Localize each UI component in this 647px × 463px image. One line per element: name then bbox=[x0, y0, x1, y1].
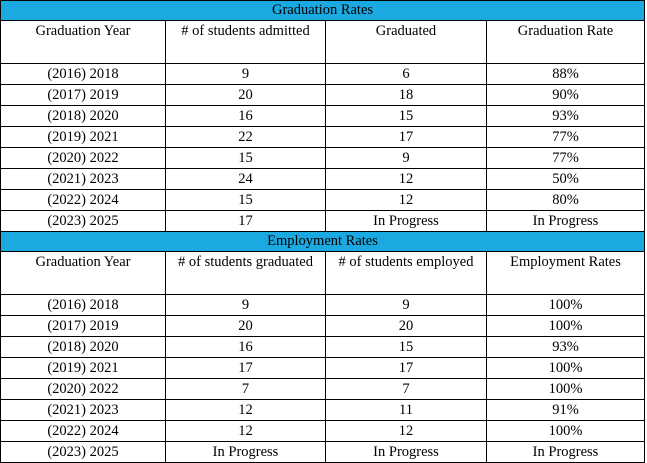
table-cell: In Progress bbox=[485, 210, 646, 232]
table-cell: 12 bbox=[325, 189, 487, 211]
table-cell: 15 bbox=[325, 105, 487, 127]
table-cell: 100% bbox=[485, 378, 646, 400]
table-cell: 24 bbox=[165, 168, 326, 190]
table-cell: (2018) 2020 bbox=[0, 336, 166, 358]
table-cell: (2019) 2021 bbox=[0, 126, 166, 148]
table-cell: In Progress bbox=[165, 441, 326, 463]
table-cell: 18 bbox=[325, 84, 487, 106]
graduation-rows: (2016) 2018 9 6 88% (2017) 2019 20 18 90% (2018)… bbox=[0, 63, 646, 232]
employment-title: Employment Rates bbox=[0, 231, 646, 252]
column-header: # of students graduated bbox=[165, 251, 326, 295]
table-cell: 15 bbox=[165, 189, 326, 211]
table-cell: 9 bbox=[165, 294, 326, 316]
table-cell: 16 bbox=[165, 336, 326, 358]
table-row: (2022) 2024 12 12 100% bbox=[0, 420, 646, 442]
employment-section: Employment Rates Graduation Year # of st… bbox=[0, 231, 646, 295]
table-row: (2021) 2023 24 12 50% bbox=[0, 168, 646, 190]
table-cell: (2016) 2018 bbox=[0, 63, 166, 85]
graduation-title: Graduation Rates bbox=[0, 0, 646, 21]
table-cell: 9 bbox=[165, 63, 326, 85]
table-row: (2019) 2021 17 17 100% bbox=[0, 357, 646, 379]
column-header: # of students admitted bbox=[165, 20, 326, 64]
employment-header-row: Graduation Year # of students graduated … bbox=[0, 251, 646, 295]
table-cell: (2020) 2022 bbox=[0, 378, 166, 400]
table-cell: 22 bbox=[165, 126, 326, 148]
table-row: (2017) 2019 20 18 90% bbox=[0, 84, 646, 106]
table-cell: (2021) 2023 bbox=[0, 399, 166, 421]
table-cell: In Progress bbox=[325, 210, 487, 232]
table-cell: (2020) 2022 bbox=[0, 147, 166, 169]
table-cell: (2023) 2025 bbox=[0, 441, 166, 463]
table-cell: (2016) 2018 bbox=[0, 294, 166, 316]
table-cell: 90% bbox=[485, 84, 646, 106]
table-row: (2022) 2024 15 12 80% bbox=[0, 189, 646, 211]
table-cell: (2021) 2023 bbox=[0, 168, 166, 190]
column-header: Employment Rates bbox=[485, 251, 646, 295]
table-cell: 9 bbox=[325, 294, 487, 316]
table-cell: 7 bbox=[325, 378, 487, 400]
column-header: Graduation Year bbox=[0, 251, 166, 295]
table-cell: In Progress bbox=[485, 441, 646, 463]
table-row: (2023) 2025 In Progress In Progress In Prog… bbox=[0, 441, 646, 463]
column-header: Graduation Year bbox=[0, 20, 166, 64]
table-cell: (2017) 2019 bbox=[0, 84, 166, 106]
table-cell: 12 bbox=[325, 168, 487, 190]
table-cell: 6 bbox=[325, 63, 487, 85]
table-cell: (2023) 2025 bbox=[0, 210, 166, 232]
column-header: Graduation Rate bbox=[485, 20, 646, 64]
table-cell: 12 bbox=[325, 420, 487, 442]
table-cell: 11 bbox=[325, 399, 487, 421]
table-cell: 77% bbox=[485, 126, 646, 148]
table-row: (2017) 2019 20 20 100% bbox=[0, 315, 646, 337]
table-row: (2018) 2020 16 15 93% bbox=[0, 336, 646, 358]
graduation-section: Graduation Rates Graduation Year # of st… bbox=[0, 0, 646, 64]
table-cell: 12 bbox=[165, 399, 326, 421]
table-cell: 20 bbox=[165, 315, 326, 337]
table-cell: 100% bbox=[485, 294, 646, 316]
column-header: Graduated bbox=[325, 20, 487, 64]
table-row: (2019) 2021 22 17 77% bbox=[0, 126, 646, 148]
table-cell: In Progress bbox=[325, 441, 487, 463]
table-row: (2016) 2018 9 6 88% bbox=[0, 63, 646, 85]
table-cell: (2022) 2024 bbox=[0, 420, 166, 442]
table-cell: 88% bbox=[485, 63, 646, 85]
table-cell: (2019) 2021 bbox=[0, 357, 166, 379]
table-row: (2018) 2020 16 15 93% bbox=[0, 105, 646, 127]
table-row: (2021) 2023 12 11 91% bbox=[0, 399, 646, 421]
table-cell: 15 bbox=[165, 147, 326, 169]
table-cell: (2022) 2024 bbox=[0, 189, 166, 211]
table-cell: 15 bbox=[325, 336, 487, 358]
table-cell: 17 bbox=[165, 357, 326, 379]
table-cell: 91% bbox=[485, 399, 646, 421]
table-row: (2023) 2025 17 In Progress In Progress bbox=[0, 210, 646, 232]
table-cell: 17 bbox=[325, 126, 487, 148]
table-cell: 93% bbox=[485, 336, 646, 358]
graduation-header-row: Graduation Year # of students admitted G… bbox=[0, 20, 646, 64]
table-row: (2020) 2022 7 7 100% bbox=[0, 378, 646, 400]
table-cell: 17 bbox=[165, 210, 326, 232]
table-cell: (2018) 2020 bbox=[0, 105, 166, 127]
table-cell: 17 bbox=[325, 357, 487, 379]
table-cell: 93% bbox=[485, 105, 646, 127]
table-cell: 20 bbox=[165, 84, 326, 106]
table-cell: 100% bbox=[485, 420, 646, 442]
table-cell: 77% bbox=[485, 147, 646, 169]
table-cell: 16 bbox=[165, 105, 326, 127]
employment-rows: (2016) 2018 9 9 100% (2017) 2019 20 20 100% (201… bbox=[0, 294, 646, 463]
table-cell: 7 bbox=[165, 378, 326, 400]
table-cell: 80% bbox=[485, 189, 646, 211]
table-cell: 100% bbox=[485, 315, 646, 337]
column-header: # of students employed bbox=[325, 251, 487, 295]
table-cell: 12 bbox=[165, 420, 326, 442]
table-cell: 9 bbox=[325, 147, 487, 169]
table-cell: 50% bbox=[485, 168, 646, 190]
table-row: (2016) 2018 9 9 100% bbox=[0, 294, 646, 316]
table-row: (2020) 2022 15 9 77% bbox=[0, 147, 646, 169]
table-cell: (2017) 2019 bbox=[0, 315, 166, 337]
table-cell: 20 bbox=[325, 315, 487, 337]
table-cell: 100% bbox=[485, 357, 646, 379]
